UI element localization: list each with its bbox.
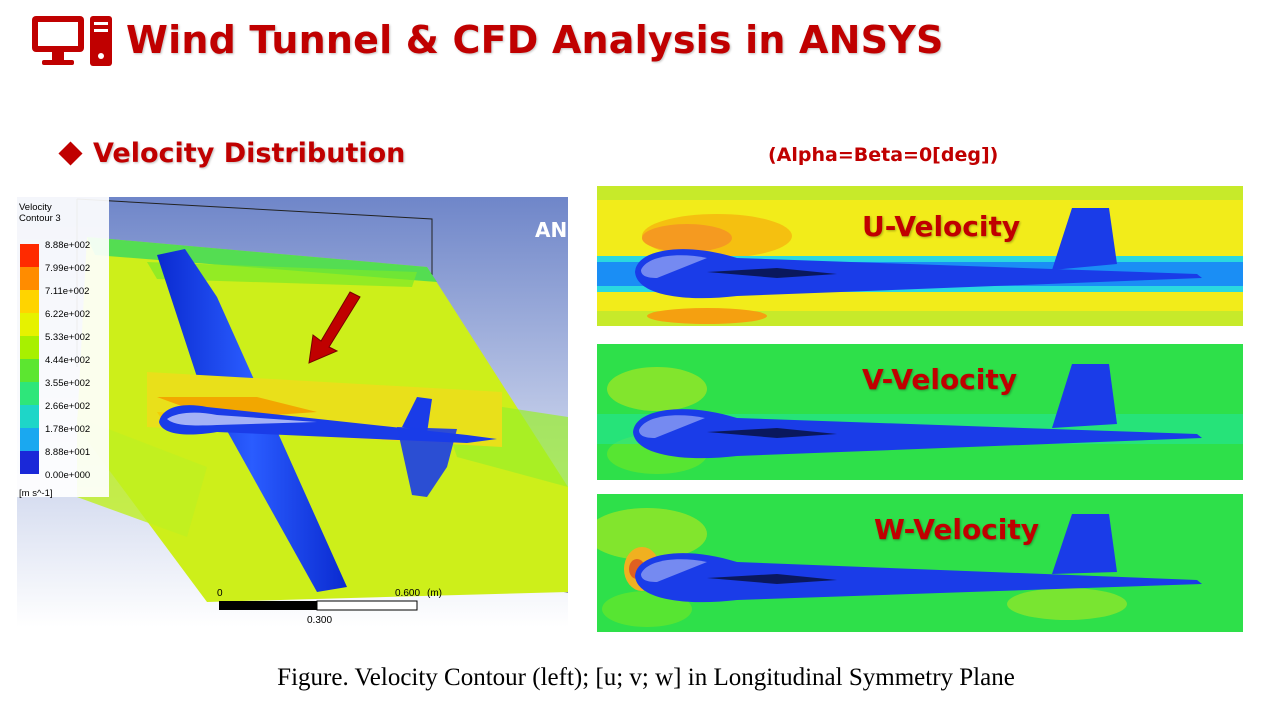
legend-tick: 5.33e+002 [45, 332, 90, 343]
legend-tick: 8.88e+001 [45, 447, 90, 458]
section-heading: Velocity Distribution [58, 138, 405, 169]
slide-title: Wind Tunnel & CFD Analysis in ANSYS [126, 18, 944, 62]
legend-tick: 7.99e+002 [45, 263, 90, 274]
legend-title-line1: Velocity [19, 202, 52, 213]
scale-bar: 0 0.600 (m) 0.300 [217, 588, 442, 626]
scale-mid: 0.300 [307, 615, 332, 626]
scale-end: 0.600 [395, 588, 420, 599]
legend-tick: 1.78e+002 [45, 424, 90, 435]
u-velocity-contour-panel [597, 186, 1243, 326]
legend-title-line2: Contour 3 [19, 213, 61, 224]
diamond-bullet-icon [58, 141, 83, 166]
computer-desktop-icon [32, 16, 112, 66]
legend-unit: [m s^-1] [19, 488, 53, 499]
scale-start: 0 [217, 588, 223, 599]
legend-tick: 0.00e+000 [45, 470, 90, 481]
legend-tick: 8.88e+002 [45, 240, 90, 251]
v-velocity-contour-panel [597, 344, 1243, 480]
section-label: Velocity Distribution [93, 138, 406, 169]
slide-header: Wind Tunnel & CFD Analysis in ANSYS [30, 10, 944, 70]
ansys-watermark: ANSYS [535, 218, 568, 242]
u-velocity-label: U-Velocity [862, 210, 1021, 243]
legend-tick: 2.66e+002 [45, 401, 90, 412]
velocity-contour-3d-figure: ANSYS Velocity Contour 3 8.88e+002 7.99e… [17, 197, 568, 627]
w-velocity-contour-panel [597, 494, 1243, 632]
legend-tick: 4.44e+002 [45, 355, 90, 366]
figure-caption: Figure. Velocity Contour (left); [u; v; … [277, 664, 1015, 691]
v-velocity-label: V-Velocity [862, 363, 1018, 396]
w-velocity-label: W-Velocity [874, 513, 1040, 546]
legend-tick: 7.11e+002 [45, 286, 89, 297]
flow-conditions: (Alpha=Beta=0[deg]) [768, 144, 999, 166]
legend-tick: 6.22e+002 [45, 309, 90, 320]
legend-color-bar [20, 244, 39, 474]
legend-tick: 3.55e+002 [45, 378, 90, 389]
scale-unit: (m) [427, 588, 442, 599]
